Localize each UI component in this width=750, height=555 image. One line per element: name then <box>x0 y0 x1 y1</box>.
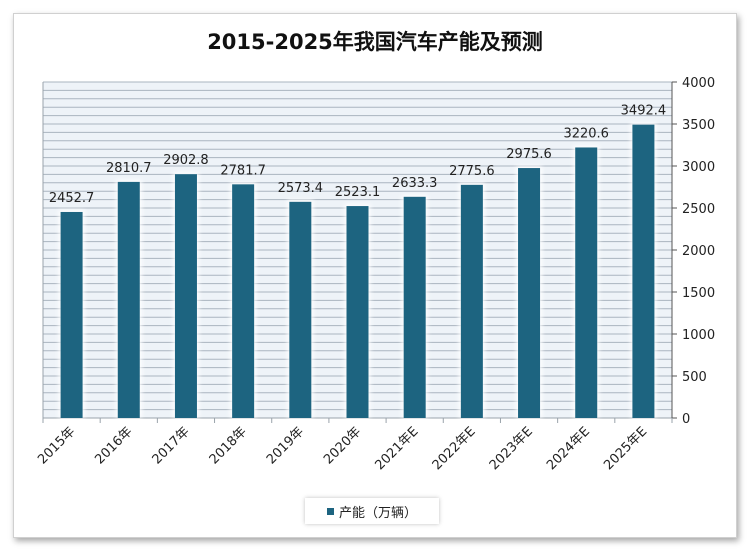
y-tick-label: 4000 <box>682 76 715 91</box>
bar <box>403 196 426 418</box>
x-tick-label: 2015年 <box>35 424 78 467</box>
data-label: 2573.4 <box>278 181 324 196</box>
x-tick-label: 2024年E <box>544 424 593 473</box>
data-label: 2452.7 <box>49 191 95 206</box>
bar <box>174 174 197 418</box>
data-label: 2523.1 <box>335 185 381 200</box>
y-tick-label: 3500 <box>682 118 715 133</box>
data-label: 2975.6 <box>506 147 552 162</box>
data-label: 2775.6 <box>449 164 495 179</box>
x-tick-label: 2023年E <box>487 424 536 473</box>
y-tick-label: 3000 <box>682 160 715 175</box>
data-label: 2781.7 <box>220 163 266 178</box>
y-tick-label: 1500 <box>682 286 715 301</box>
data-label: 2633.3 <box>392 176 438 191</box>
x-tick-label: 2025年E <box>601 424 650 473</box>
data-label: 3492.4 <box>621 104 667 119</box>
y-tick-label: 1000 <box>682 328 715 343</box>
bar <box>346 206 369 418</box>
bar <box>117 181 140 418</box>
x-tick-label: 2020年 <box>321 424 364 467</box>
y-tick-label: 2000 <box>682 244 715 259</box>
data-label: 2810.7 <box>106 161 152 176</box>
bar <box>60 211 83 418</box>
bar <box>460 184 483 418</box>
x-tick-label: 2019年 <box>264 424 307 467</box>
legend-label: 产能（万辆） <box>338 505 417 521</box>
x-tick-label: 2018年 <box>207 424 250 467</box>
legend: 产能（万辆） <box>305 498 439 524</box>
bar <box>575 147 598 418</box>
bar <box>518 168 541 418</box>
data-label: 2902.8 <box>163 153 209 168</box>
x-tick-label: 2022年E <box>430 424 479 473</box>
bar <box>289 201 312 418</box>
data-label: 3220.6 <box>563 126 609 141</box>
bar <box>232 184 255 418</box>
legend-swatch <box>326 507 334 515</box>
chart-title: 2015-2025年我国汽车产能及预测 <box>207 30 543 54</box>
bar <box>632 124 655 418</box>
x-tick-label: 2017年 <box>150 424 193 467</box>
y-tick-label: 500 <box>682 370 707 385</box>
y-tick-label: 2500 <box>682 202 715 217</box>
x-tick-label: 2021年E <box>372 424 421 473</box>
y-tick-label: 0 <box>682 412 690 427</box>
x-tick-label: 2016年 <box>92 424 135 467</box>
